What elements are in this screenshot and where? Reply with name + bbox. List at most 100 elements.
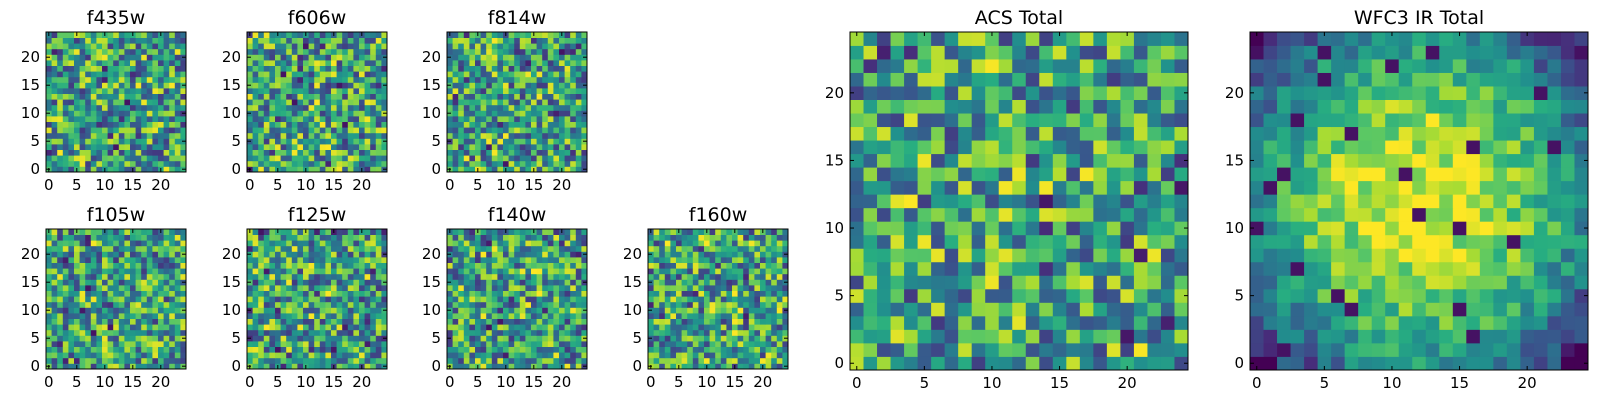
heatmap-cell bbox=[280, 155, 287, 162]
heatmap-cell bbox=[447, 160, 453, 167]
heatmap-cell bbox=[96, 229, 103, 235]
heatmap-cell bbox=[85, 121, 92, 128]
heatmap-cell bbox=[1066, 194, 1081, 209]
heatmap-cell bbox=[113, 245, 120, 252]
heatmap-cell bbox=[46, 93, 52, 100]
heatmap-cell bbox=[670, 240, 677, 247]
heatmap-cell bbox=[553, 285, 560, 291]
heatmap-cell bbox=[102, 132, 108, 139]
heatmap-cell bbox=[486, 32, 493, 38]
heatmap-cell bbox=[174, 240, 181, 247]
heatmap-cell bbox=[732, 324, 738, 331]
heatmap-cell bbox=[670, 251, 677, 258]
heatmap-cell bbox=[715, 301, 722, 308]
heatmap-cell bbox=[297, 335, 304, 342]
heatmap-cell bbox=[319, 234, 326, 241]
heatmap-cell bbox=[174, 116, 181, 122]
heatmap-cell bbox=[359, 104, 365, 111]
heatmap-cell bbox=[698, 301, 705, 308]
heatmap-cell bbox=[732, 318, 738, 325]
heatmap-cell bbox=[124, 268, 131, 275]
heatmap-cell bbox=[314, 99, 321, 106]
heatmap-cell bbox=[531, 285, 537, 291]
heatmap-cell bbox=[62, 48, 69, 55]
heatmap-cell bbox=[681, 257, 688, 263]
heatmap-cell bbox=[704, 262, 710, 269]
heatmap-cell bbox=[353, 313, 360, 319]
heatmap-cell bbox=[670, 346, 677, 353]
heatmap-cell bbox=[1147, 234, 1162, 249]
heatmap-cell bbox=[681, 313, 688, 319]
heatmap-cell bbox=[336, 313, 343, 319]
heatmap-cell bbox=[463, 313, 470, 319]
heatmap-cell bbox=[141, 329, 148, 336]
heatmap-cell bbox=[158, 279, 164, 286]
heatmap-cell bbox=[782, 324, 789, 331]
heatmap-cell bbox=[581, 273, 588, 280]
heatmap-cell bbox=[1012, 288, 1027, 303]
heatmap-cell bbox=[336, 116, 343, 122]
heatmap-cell bbox=[486, 251, 493, 258]
heatmap-cell bbox=[336, 257, 343, 263]
heatmap-cell bbox=[152, 76, 159, 83]
heatmap-cell bbox=[497, 116, 504, 122]
heatmap-cell bbox=[96, 116, 103, 122]
heatmap-cell bbox=[564, 341, 571, 347]
heatmap-cell bbox=[732, 357, 738, 364]
heatmap-cell bbox=[653, 296, 660, 303]
heatmap-cell bbox=[252, 166, 259, 173]
heatmap-cell bbox=[1052, 315, 1067, 330]
heatmap-cell bbox=[79, 37, 86, 44]
heatmap-cell bbox=[581, 262, 588, 269]
heatmap-cell bbox=[163, 160, 170, 167]
heatmap-cell bbox=[152, 285, 159, 291]
heatmap-cell bbox=[1106, 207, 1121, 222]
heatmap-cell bbox=[347, 335, 354, 342]
heatmap-cell bbox=[1052, 302, 1067, 317]
heatmap-cell bbox=[531, 48, 537, 55]
heatmap-cell bbox=[503, 329, 509, 336]
heatmap-cell bbox=[931, 167, 946, 182]
heatmap-cell bbox=[252, 144, 259, 150]
heatmap-cell bbox=[475, 251, 481, 258]
heatmap-cell bbox=[174, 93, 181, 100]
heatmap-cell bbox=[503, 257, 509, 263]
heatmap-cell bbox=[342, 329, 349, 336]
x-tick-label: 0 bbox=[445, 176, 455, 194]
heatmap-cell bbox=[152, 363, 159, 370]
heatmap-cell bbox=[765, 357, 772, 364]
heatmap-cell bbox=[381, 60, 388, 66]
heatmap-cell bbox=[564, 149, 571, 156]
heatmap-cell bbox=[370, 341, 377, 347]
heatmap-cell bbox=[247, 48, 253, 55]
heatmap-cell bbox=[917, 288, 932, 303]
heatmap-cell bbox=[68, 268, 75, 275]
heatmap-cell bbox=[51, 144, 58, 150]
heatmap-cell bbox=[141, 341, 148, 347]
heatmap-cell bbox=[564, 262, 571, 269]
heatmap-cell bbox=[303, 346, 309, 353]
heatmap-cell bbox=[130, 341, 136, 347]
heatmap-cell bbox=[760, 234, 766, 241]
heatmap-cell bbox=[480, 273, 487, 280]
heatmap-cell bbox=[709, 301, 716, 308]
heatmap-cell bbox=[169, 32, 176, 38]
heatmap-cell bbox=[547, 296, 554, 303]
heatmap-cell bbox=[486, 155, 493, 162]
heatmap-cell bbox=[452, 99, 459, 106]
heatmap-cell bbox=[375, 48, 382, 55]
heatmap-cell bbox=[275, 155, 281, 162]
heatmap-cell bbox=[163, 363, 170, 370]
heatmap-cell bbox=[174, 346, 181, 353]
heatmap-cell bbox=[732, 273, 738, 280]
heatmap-cell bbox=[347, 357, 354, 364]
heatmap-cell bbox=[732, 352, 738, 359]
heatmap-cell bbox=[458, 127, 465, 134]
heatmap-cell bbox=[771, 318, 778, 325]
heatmap-cell bbox=[102, 138, 108, 145]
heatmap-cell bbox=[152, 307, 159, 314]
heatmap-cell bbox=[275, 48, 281, 55]
heatmap-cell bbox=[252, 155, 259, 162]
heatmap-cell bbox=[648, 346, 654, 353]
heatmap-cell bbox=[291, 32, 298, 38]
